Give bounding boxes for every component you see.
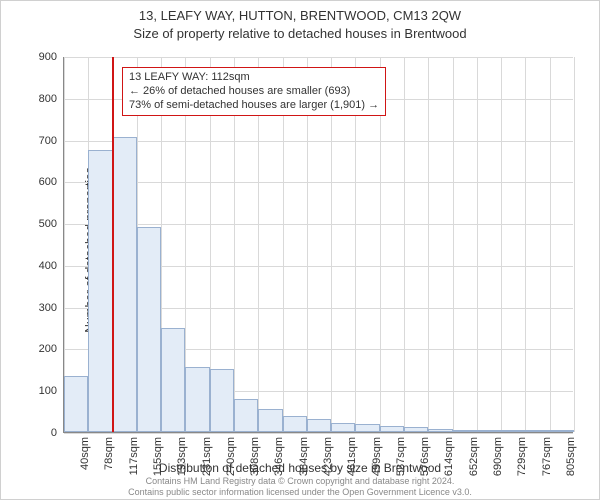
grid-h — [64, 433, 573, 434]
grid-h — [64, 141, 573, 142]
x-tick-label: 767sqm — [541, 437, 553, 482]
bar — [88, 150, 112, 432]
x-tick-label: 499sqm — [371, 437, 383, 482]
bar — [525, 430, 549, 432]
y-tick-label: 600 — [1, 176, 57, 188]
x-tick-label: 384sqm — [298, 437, 310, 482]
footer-credits: Contains HM Land Registry data © Crown c… — [1, 476, 599, 497]
grid-v — [574, 57, 575, 432]
bar — [404, 427, 428, 432]
x-tick-label: 155sqm — [152, 437, 164, 482]
bar — [210, 369, 234, 432]
x-tick-label: 40sqm — [79, 437, 91, 482]
x-tick-label: 614sqm — [443, 437, 455, 482]
bar — [331, 423, 355, 432]
grid-h — [64, 224, 573, 225]
bar — [258, 409, 282, 432]
chart-titles: 13, LEAFY WAY, HUTTON, BRENTWOOD, CM13 2… — [1, 1, 599, 42]
footer-line-2: Contains public sector information licen… — [1, 487, 599, 497]
grid-h — [64, 182, 573, 183]
x-tick-label: 117sqm — [128, 437, 140, 482]
bar — [113, 137, 137, 432]
grid-v — [550, 57, 551, 432]
bar — [550, 430, 574, 432]
bar — [185, 367, 209, 432]
y-tick-label: 500 — [1, 218, 57, 230]
bar — [234, 399, 258, 432]
bar — [380, 426, 404, 432]
x-tick-label: 537sqm — [395, 437, 407, 482]
title-address: 13, LEAFY WAY, HUTTON, BRENTWOOD, CM13 2… — [1, 7, 599, 25]
y-tick-label: 200 — [1, 343, 57, 355]
grid-h — [64, 57, 573, 58]
x-tick-label: 270sqm — [225, 437, 237, 482]
page-root: 13, LEAFY WAY, HUTTON, BRENTWOOD, CM13 2… — [0, 0, 600, 500]
grid-v — [428, 57, 429, 432]
bar — [453, 430, 477, 432]
title-subtitle: Size of property relative to detached ho… — [1, 25, 599, 43]
bar — [307, 419, 331, 432]
y-tick-label: 800 — [1, 93, 57, 105]
x-tick-label: 576sqm — [419, 437, 431, 482]
y-tick-label: 400 — [1, 260, 57, 272]
bar — [501, 430, 525, 432]
grid-v — [453, 57, 454, 432]
x-tick-label: 78sqm — [103, 437, 115, 482]
x-tick-label: 690sqm — [492, 437, 504, 482]
footer-line-1: Contains HM Land Registry data © Crown c… — [1, 476, 599, 486]
annotation-line-2: ← 26% of detached houses are smaller (69… — [129, 85, 379, 99]
x-tick-label: 346sqm — [273, 437, 285, 482]
x-tick-label: 423sqm — [322, 437, 334, 482]
grid-v — [404, 57, 405, 432]
x-tick-label: 461sqm — [346, 437, 358, 482]
bar — [161, 328, 185, 432]
x-tick-label: 308sqm — [249, 437, 261, 482]
x-tick-label: 231sqm — [201, 437, 213, 482]
annotation-line-1: 13 LEAFY WAY: 112sqm — [129, 71, 379, 85]
grid-v — [501, 57, 502, 432]
y-tick-label: 700 — [1, 135, 57, 147]
bar — [477, 430, 501, 432]
x-tick-label: 652sqm — [468, 437, 480, 482]
bar — [283, 416, 307, 432]
x-tick-label: 729sqm — [516, 437, 528, 482]
chart-area: 13 LEAFY WAY: 112sqm ← 26% of detached h… — [63, 57, 573, 433]
grid-v — [525, 57, 526, 432]
annotation-box: 13 LEAFY WAY: 112sqm ← 26% of detached h… — [122, 67, 386, 116]
y-tick-label: 0 — [1, 427, 57, 439]
y-tick-label: 300 — [1, 302, 57, 314]
bar — [137, 227, 161, 432]
x-axis-label: Distribution of detached houses by size … — [1, 461, 599, 475]
y-tick-label: 900 — [1, 51, 57, 63]
x-tick-label: 805sqm — [565, 437, 577, 482]
grid-v — [477, 57, 478, 432]
annotation-line-3: 73% of semi-detached houses are larger (… — [129, 99, 379, 113]
bar — [64, 376, 88, 432]
x-tick-label: 193sqm — [176, 437, 188, 482]
marker-line — [112, 57, 114, 432]
y-tick-label: 100 — [1, 385, 57, 397]
bar — [428, 429, 452, 432]
bar — [355, 424, 379, 432]
